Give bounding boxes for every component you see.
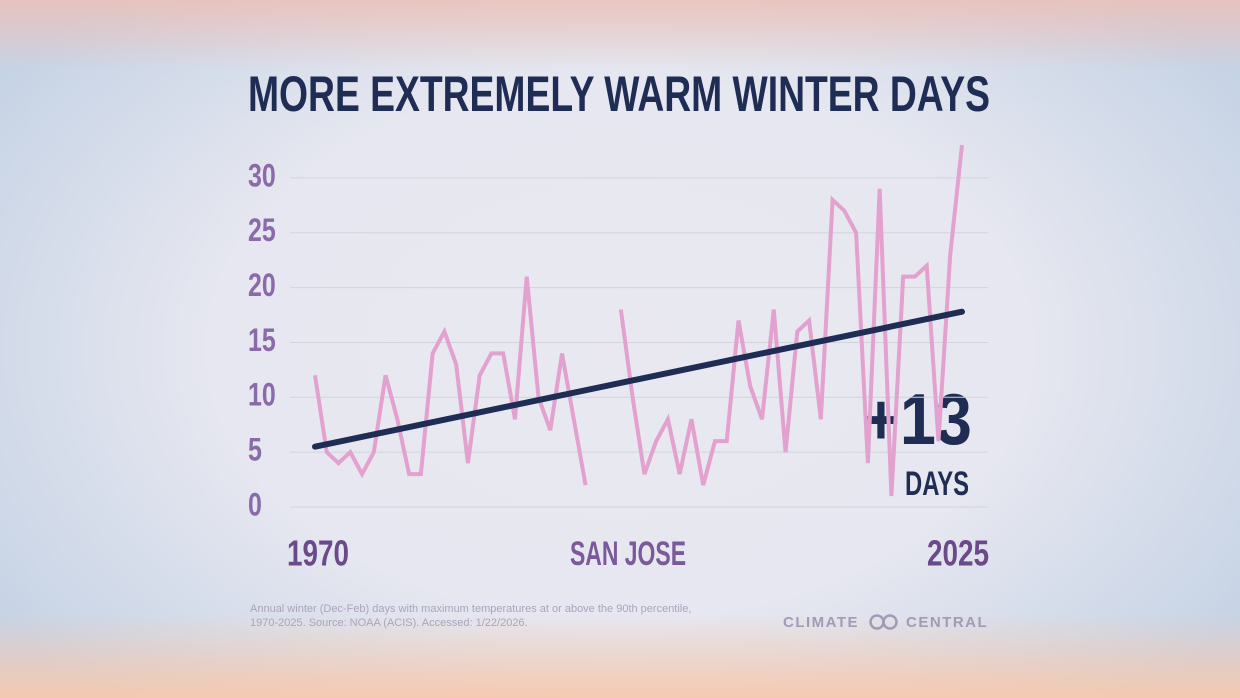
trend-line (312, 308, 965, 450)
footnote: 1970-2025. Source: NOAA (ACIS). Accessed… (250, 617, 528, 629)
y-tick-label: 0 (248, 488, 262, 524)
annotation: +13 (862, 380, 972, 460)
logo-icon (869, 614, 898, 630)
y-tick-label: 10 (248, 378, 276, 414)
y-tick-label: 30 (248, 158, 276, 194)
y-tick-label: 20 (248, 268, 276, 304)
data-line (313, 144, 964, 497)
x-tick-label: 1970 (287, 533, 349, 574)
annotation-unit: DAYS (905, 465, 969, 503)
y-tick-label: 5 (248, 433, 262, 469)
y-tick-label: 15 (248, 323, 276, 359)
y-tick-label: 25 (248, 213, 276, 249)
chart-title: MORE EXTREMELY WARM WINTER DAYS (248, 66, 990, 122)
x-tick-label: 2025 (927, 533, 989, 574)
footnote: Annual winter (Dec-Feb) days with maximu… (250, 603, 691, 615)
logo-text: CLIMATE (783, 614, 859, 631)
location-label: SAN JOSE (570, 535, 686, 573)
logo-text: CENTRAL (906, 614, 988, 631)
